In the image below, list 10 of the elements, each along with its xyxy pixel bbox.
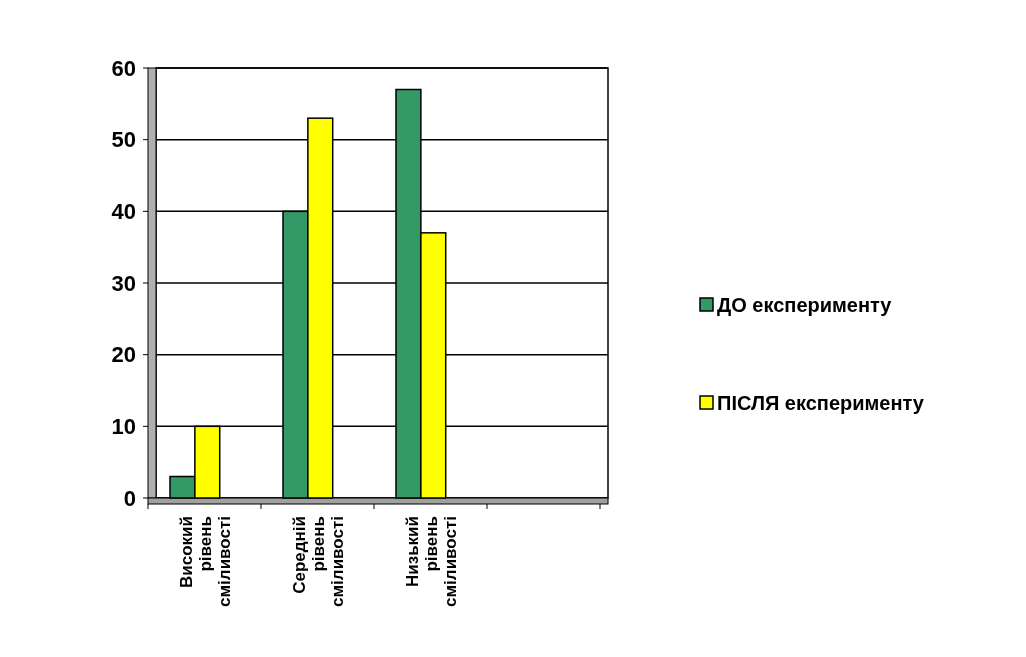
y-tick-label: 0 bbox=[123, 485, 136, 511]
y-tick-label: 10 bbox=[111, 414, 136, 440]
y-tick-label: 30 bbox=[111, 270, 136, 296]
legend-label: ДО експерименту bbox=[717, 294, 893, 316]
y-tick-label: 20 bbox=[111, 342, 136, 368]
legend-label: ПІСЛЯ експерименту bbox=[717, 392, 925, 414]
y-tick-label: 60 bbox=[111, 55, 136, 81]
y-tick-label: 50 bbox=[111, 127, 136, 153]
x-tick-label: Високий рівень сміливості bbox=[176, 516, 234, 607]
y-tick-label: 40 bbox=[111, 199, 136, 225]
